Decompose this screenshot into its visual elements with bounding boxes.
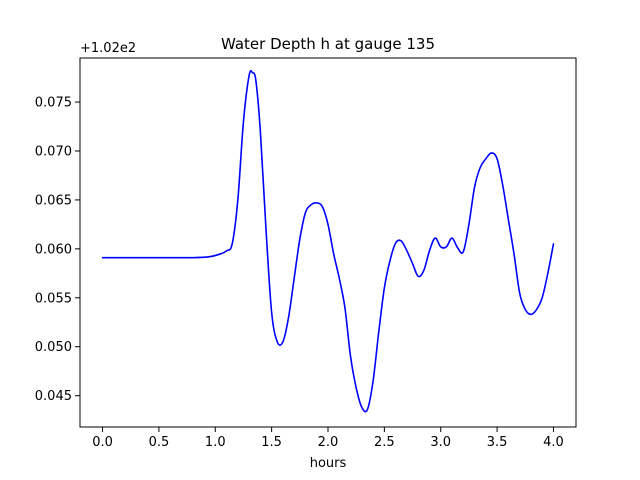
x-tick-label: 3.0 xyxy=(430,435,451,450)
x-tick-label: 4.0 xyxy=(543,435,564,450)
x-tick-label: 3.5 xyxy=(487,435,508,450)
y-offset-label: +1.02e2 xyxy=(80,41,136,56)
x-tick-label: 2.5 xyxy=(374,435,395,450)
y-tick-label: 0.050 xyxy=(35,340,72,355)
y-tick-label: 0.060 xyxy=(35,242,72,257)
y-tick-label: 0.075 xyxy=(35,96,72,111)
y-tick-label: 0.045 xyxy=(35,389,72,404)
x-axis: 0.0 0.5 1.0 1.5 2.0 2.5 3.0 3.5 4.0 xyxy=(92,427,564,450)
x-tick-label: 1.0 xyxy=(205,435,226,450)
y-tick-label: 0.065 xyxy=(35,193,72,208)
series-line xyxy=(101,69,555,413)
x-tick-label: 0.5 xyxy=(149,435,170,450)
chart-title: Water Depth h at gauge 135 xyxy=(221,35,435,53)
x-tick-label: 2.0 xyxy=(318,435,339,450)
y-axis: 0.045 0.050 0.055 0.060 0.065 0.070 0.075 xyxy=(35,96,80,404)
y-tick-label: 0.070 xyxy=(35,144,72,159)
y-tick-label: 0.055 xyxy=(35,291,72,306)
plot-area xyxy=(101,69,555,413)
x-tick-label: 0.0 xyxy=(92,435,113,450)
x-tick-label: 1.5 xyxy=(261,435,282,450)
x-axis-label: hours xyxy=(310,456,347,471)
